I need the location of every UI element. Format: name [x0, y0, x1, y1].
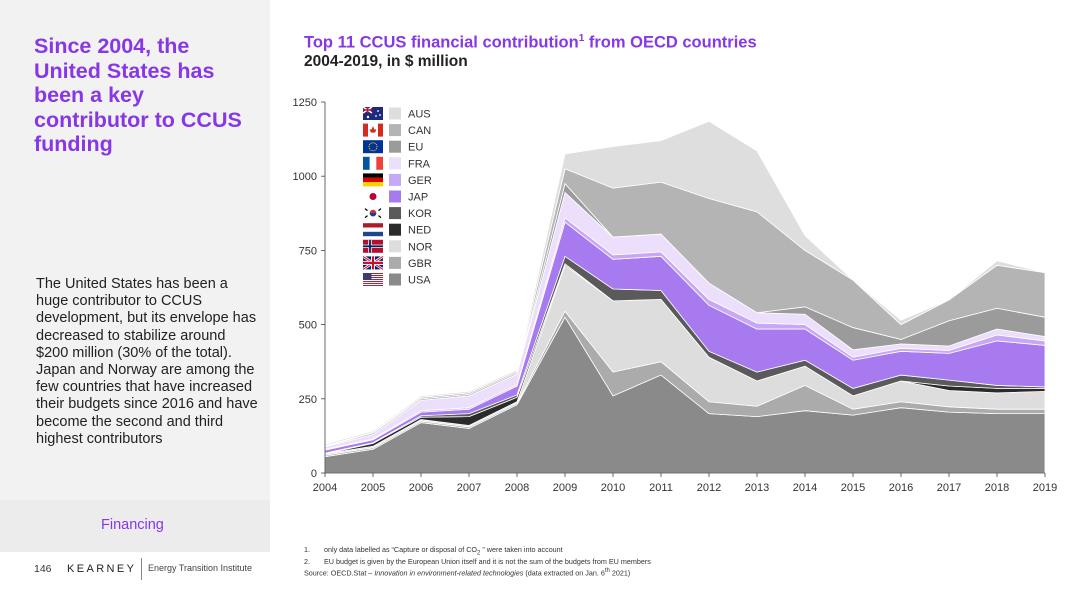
flag-can-icon [363, 123, 383, 137]
flag-ned-icon [363, 223, 383, 237]
legend-swatch-aus [389, 107, 401, 120]
flag-usa-icon [363, 273, 383, 286]
legend-swatch-usa [389, 273, 401, 286]
y-tick-label: 1250 [293, 97, 317, 109]
legend-swatch-gbr [389, 256, 401, 269]
section-label-band [0, 500, 270, 552]
page-number: 146 [34, 563, 52, 575]
body-text: The United States has been a huge contri… [36, 276, 258, 447]
flag-aus-icon [362, 106, 383, 120]
x-tick-label: 2005 [361, 482, 385, 494]
x-tick-label: 2004 [313, 482, 337, 494]
legend-label-jap: JAP [408, 192, 428, 204]
x-tick-label: 2014 [793, 482, 817, 494]
x-tick-label: 2017 [937, 482, 961, 494]
legend-swatch-nor [389, 240, 401, 253]
flag-fra-icon [363, 156, 383, 170]
x-tick-label: 2006 [409, 482, 433, 494]
brand-subtitle: Energy Transition Institute [148, 563, 253, 573]
chart-title-main: Top 11 CCUS financial contribution [304, 33, 579, 52]
x-tick-label: 2010 [601, 482, 625, 494]
chart-title: Top 11 CCUS financial contribution1 from… [304, 33, 757, 53]
legend-label-aus: AUS [408, 109, 431, 121]
chart-subtitle: 2004-2019, in $ million [304, 53, 468, 70]
left-panel [0, 0, 270, 500]
flag-kor-icon [363, 206, 383, 220]
x-tick-label: 2016 [889, 482, 913, 494]
flag-nor-icon [363, 239, 383, 253]
x-tick-label: 2009 [553, 482, 577, 494]
x-tick-label: 2011 [649, 482, 673, 494]
chart-title-tail: from OECD countries [584, 33, 757, 52]
legend-label-can: CAN [408, 125, 431, 137]
legend-swatch-kor [389, 207, 401, 220]
legend-swatch-eu [389, 140, 401, 153]
y-tick-label: 500 [299, 320, 317, 332]
x-tick-label: 2007 [457, 482, 481, 494]
source-note: Source: OECD.Stat – Innovation in enviro… [304, 567, 631, 578]
legend-swatch-fra [389, 157, 401, 170]
legend-label-fra: FRA [408, 158, 431, 170]
legend-swatch-ger [389, 173, 401, 186]
section-label[interactable]: Financing [101, 517, 164, 533]
x-tick-label: 2018 [985, 482, 1009, 494]
x-tick-label: 2015 [841, 482, 865, 494]
x-tick-label: 2013 [745, 482, 769, 494]
legend-swatch-jap [389, 190, 401, 203]
legend-label-eu: EU [408, 142, 423, 154]
footnotes: 1. only data labelled as “Capture or disp… [304, 545, 651, 578]
x-tick-label: 2008 [505, 482, 529, 494]
flag-jap-icon [363, 190, 383, 203]
legend-swatch-can [389, 124, 401, 137]
legend-label-kor: KOR [408, 208, 432, 220]
stacked-area-chart: 0 250 500 750 1000 1250 2004 2005 2006 2007 2008 20… [293, 97, 1058, 494]
headline: Since 2004, the United States has been a… [34, 34, 242, 156]
area-aus [324, 120, 1046, 447]
y-tick-label: 0 [311, 468, 317, 480]
x-tick-label: 2012 [697, 482, 721, 494]
y-tick-label: 250 [299, 394, 317, 406]
footnote-1: 1. only data labelled as “Capture or disp… [304, 545, 563, 557]
y-tick-label: 1000 [293, 171, 317, 183]
footnote-2: 2. EU budget is given by the European Uni… [304, 557, 651, 567]
brand-divider [141, 558, 142, 580]
footer-band [0, 552, 270, 607]
chart-title-footnote-ref: 1 [578, 33, 585, 44]
legend-label-gbr: GBR [408, 258, 432, 270]
legend-label-ned: NED [408, 225, 431, 237]
y-tick-label: 750 [299, 245, 317, 257]
legend-label-nor: NOR [408, 241, 433, 253]
legend-label-ger: GER [408, 175, 432, 187]
flag-gbr-icon [362, 255, 384, 271]
brand-logo: KEARNEY [67, 563, 137, 575]
flag-ger-icon [363, 173, 383, 187]
legend-swatch-ned [389, 223, 401, 236]
legend-label-usa: USA [408, 275, 431, 287]
flag-eu-icon [363, 140, 383, 154]
x-tick-label: 2019 [1033, 482, 1057, 494]
